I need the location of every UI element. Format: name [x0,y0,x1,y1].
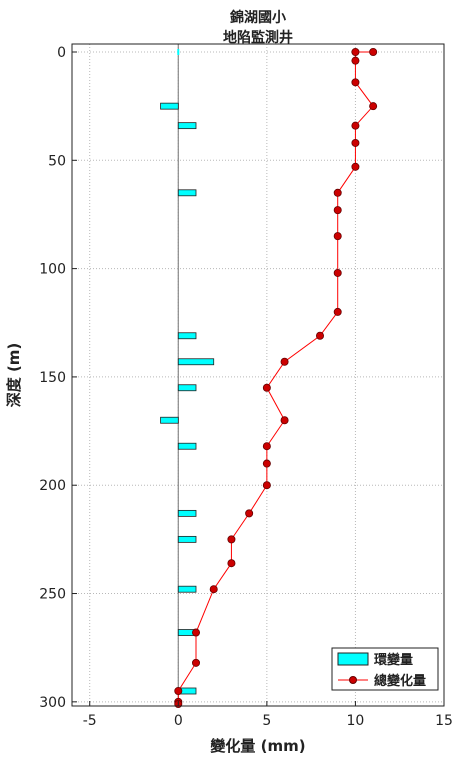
line-point-26 [174,687,183,696]
line-point-7 [351,162,360,171]
line-point-19 [262,481,271,490]
x-axis-label: 變化量 (mm) [209,737,305,755]
bar-9 [177,535,197,543]
bar-4 [177,358,215,366]
line-point-4 [369,102,378,111]
legend-swatch-marker [349,676,357,684]
bar-8 [177,509,197,517]
bar-6 [160,416,179,424]
line-point-25 [191,658,200,667]
line-point-20 [245,509,254,518]
line-point-16 [280,416,289,425]
bar-10 [177,585,197,593]
line-point-11 [333,268,342,277]
bar-1 [177,122,197,130]
bar-7 [177,442,197,450]
y-ticks: 0 50 100 150 200 250 300 [39,45,77,711]
y-tick-label-6: 300 [39,695,66,711]
bar-3 [177,332,197,340]
line-point-6 [351,138,360,147]
plot-frame [71,43,445,707]
line-point-1 [351,48,360,57]
line-point-18 [262,459,271,468]
line-point-17 [262,442,271,451]
legend-label-bar: 環變量 [374,652,413,668]
line-point-15 [262,383,271,392]
y-axis-label: 深度 (m) [5,343,23,408]
legend-label-line: 總變化量 [374,673,426,689]
bar-0 [160,102,179,110]
y-tick-label-0: 0 [57,45,66,61]
line-point-24 [191,628,200,637]
x-tick-label-3: 10 [347,713,365,729]
chart-title-line-2: 地陷監測井 [223,29,293,46]
line-point-13 [315,331,324,340]
legend: 環變量 總變化量 [331,647,439,691]
x-ticks: -5 0 5 10 15 [83,701,453,729]
line-point-21 [227,535,236,544]
y-tick-label-3: 150 [39,370,66,386]
line-point-10 [333,232,342,241]
line-series [174,48,378,709]
x-tick-label-0: -5 [83,713,97,729]
plot-area [72,44,444,706]
bar-series [160,49,215,695]
line-point-14 [280,357,289,366]
line-point-22 [227,559,236,568]
line-point-3 [351,78,360,87]
x-tick-label-4: 15 [435,713,453,729]
y-tick-label-4: 200 [39,478,66,494]
line-point-12 [333,307,342,316]
x-tick-label-1: 0 [174,713,183,729]
y-tick-label-1: 50 [48,153,66,169]
y-tick-label-5: 250 [39,587,66,603]
line-point-23 [209,585,218,594]
y-tick-label-2: 100 [39,262,66,278]
bar-5 [177,384,197,392]
bar-top-stub [177,49,180,55]
chart-title-line-1: 錦湖國小 [230,9,286,26]
line-point-8 [333,188,342,197]
line-point-2 [351,56,360,65]
line-point-0 [369,48,378,57]
line-point-5 [351,121,360,130]
legend-swatch-bar [337,652,369,666]
line-point-9 [333,206,342,215]
x-tick-label-2: 5 [262,713,271,729]
bar-2 [177,189,197,197]
